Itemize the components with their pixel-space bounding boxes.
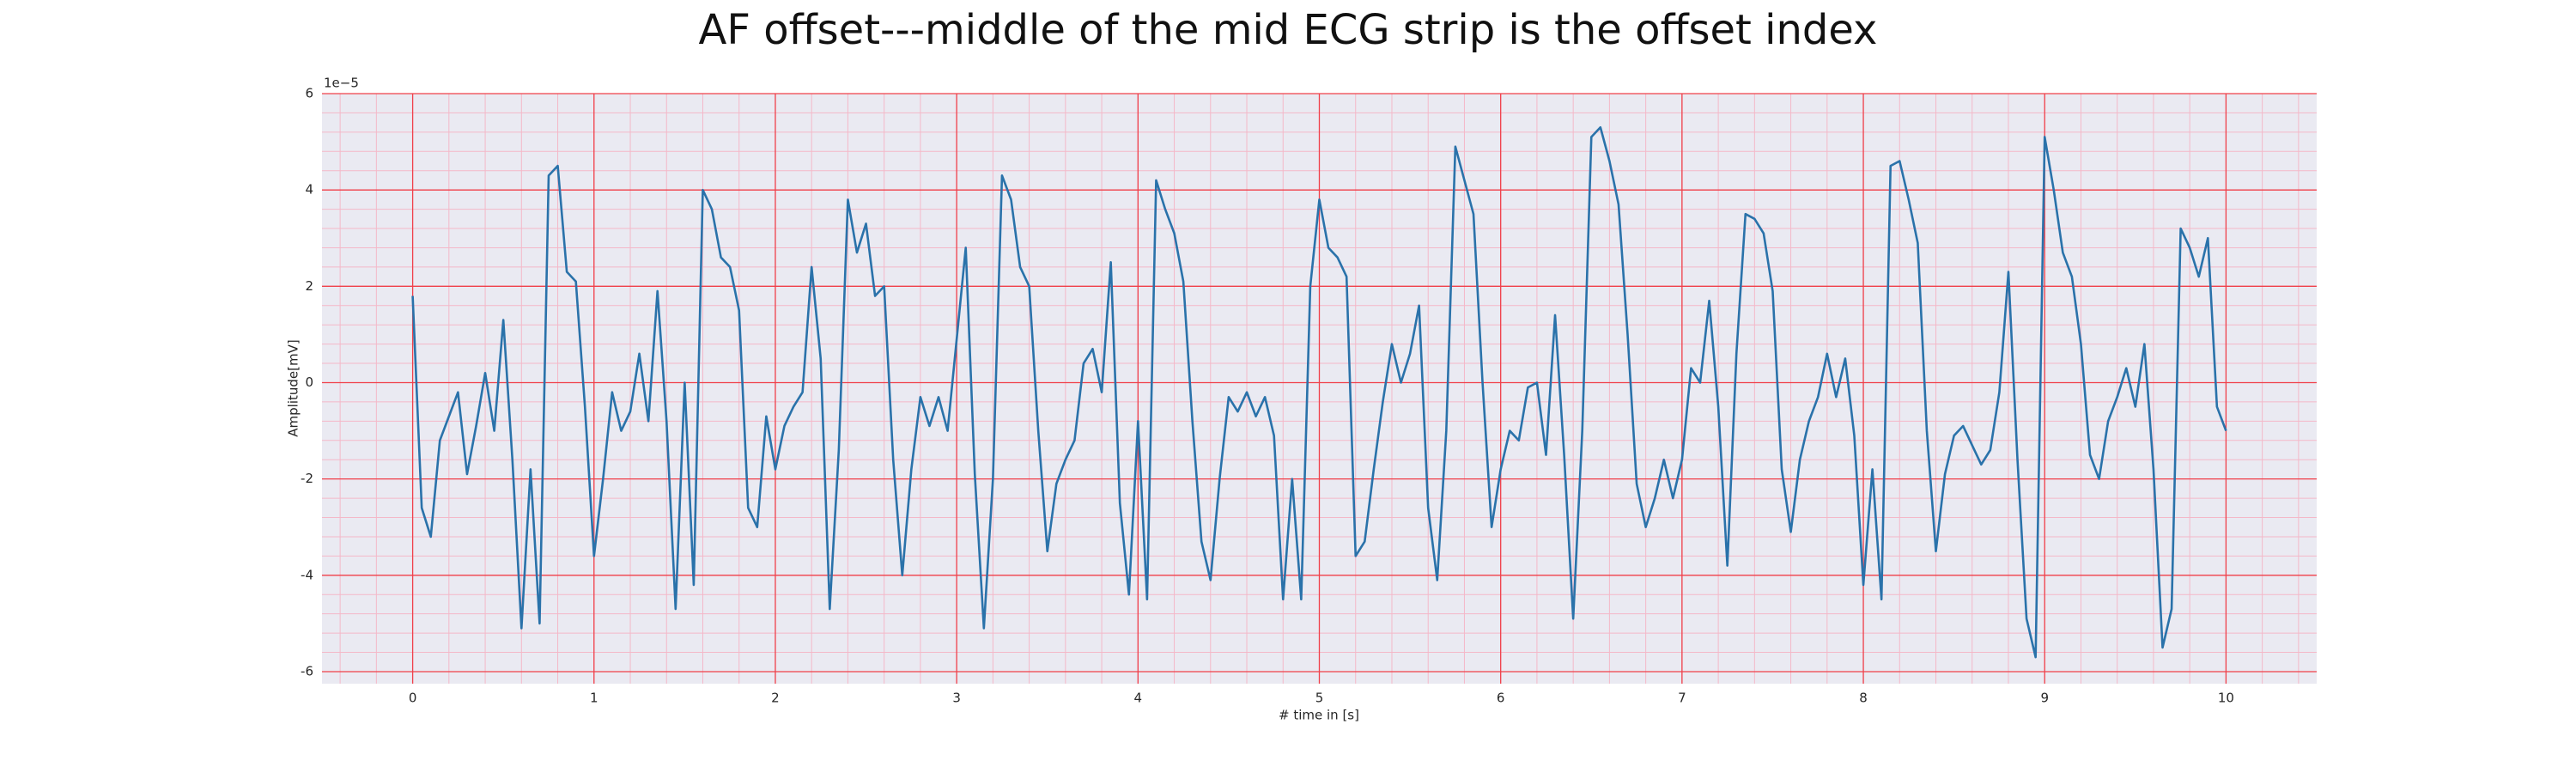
- x-tick-label: 9: [2040, 691, 2049, 706]
- y-tick-label: -6: [301, 663, 313, 679]
- chart-title: AF offset---middle of the mid ECG strip …: [699, 6, 1878, 54]
- ecg-line: [411, 125, 2227, 659]
- x-axis-label: # time in [s]: [1279, 708, 1359, 723]
- x-tick-label: 4: [1134, 691, 1143, 706]
- y-tick-label: 2: [305, 278, 313, 294]
- y-tick-label: 4: [305, 182, 313, 198]
- x-tick-label: 6: [1497, 691, 1505, 706]
- y-offset-label: 1e−5: [324, 76, 359, 91]
- y-axis-label: Amplitude[mV]: [286, 339, 301, 436]
- x-tick-label: 8: [1859, 691, 1868, 706]
- x-tick-label: 0: [409, 691, 417, 706]
- y-tick-label: -4: [301, 567, 313, 582]
- x-tick-label: 3: [952, 691, 961, 706]
- x-tick-label: 7: [1678, 691, 1686, 706]
- y-tick-label: -2: [301, 471, 313, 486]
- x-tick-label: 10: [2218, 691, 2234, 706]
- x-tick-label: 1: [590, 691, 598, 706]
- grid: [322, 93, 2317, 684]
- plot-area: [411, 125, 2227, 659]
- y-tick-label: 6: [305, 86, 313, 101]
- x-tick-label: 2: [771, 691, 780, 706]
- x-tick-label: 5: [1315, 691, 1324, 706]
- y-tick-label: 0: [305, 374, 313, 390]
